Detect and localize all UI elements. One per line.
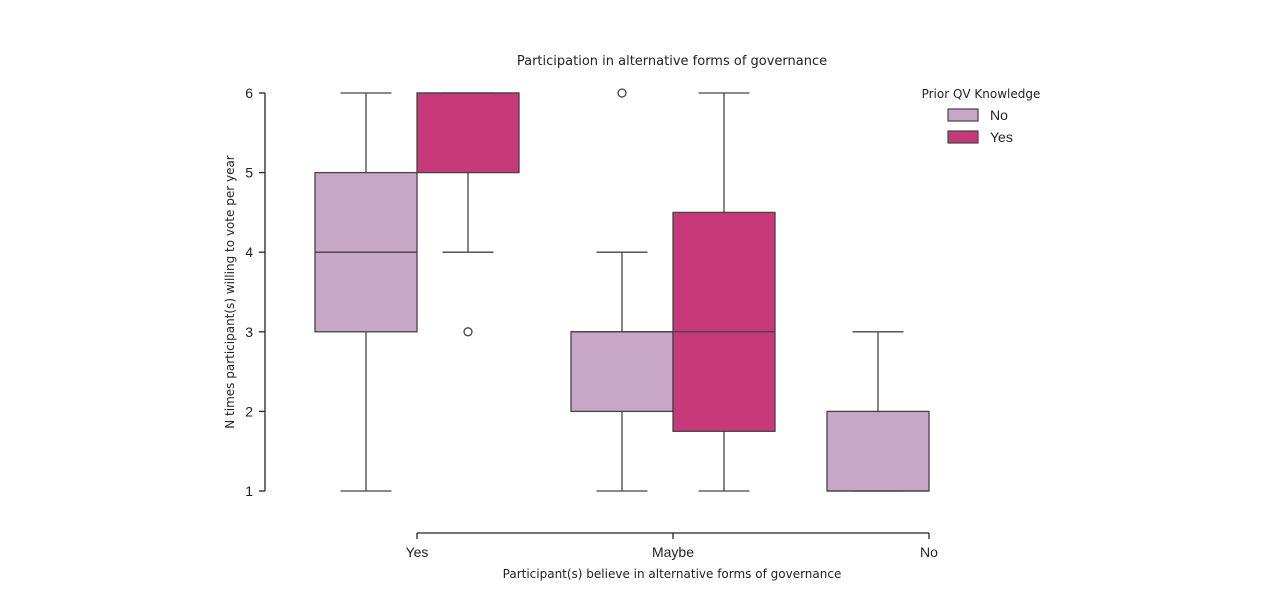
box-yes-maybe <box>672 92 776 492</box>
outlier-point <box>463 327 473 337</box>
y-tick-label: 5 <box>245 165 253 181</box>
x-axis: Yes Maybe No <box>406 532 938 560</box>
legend-label-no: No <box>990 107 1008 123</box>
x-tick-label: No <box>920 544 938 560</box>
box-no-no <box>826 331 930 492</box>
box-body <box>672 211 776 432</box>
box-no-yes <box>314 92 418 492</box>
chart-title: Participation in alternative forms of go… <box>517 54 827 69</box>
legend: Prior QV Knowledge No Yes <box>922 87 1041 145</box>
box-body <box>570 331 674 413</box>
x-axis-label: Participant(s) believe in alternative fo… <box>503 567 842 581</box>
box-no-maybe <box>570 88 674 492</box>
y-axis: 1 2 3 4 5 6 <box>245 85 266 499</box>
y-axis-label: N times participant(s) willing to vote p… <box>223 155 237 429</box>
box-body <box>416 92 520 174</box>
x-tick-label: Maybe <box>652 544 694 560</box>
outlier-point <box>617 88 627 98</box>
y-tick-label: 3 <box>245 324 253 340</box>
legend-title: Prior QV Knowledge <box>922 87 1041 101</box>
y-tick-label: 2 <box>245 403 253 419</box>
box-yes-yes <box>416 92 520 337</box>
legend-swatch-yes <box>947 130 979 144</box>
x-tick-label: Yes <box>406 544 429 560</box>
y-tick-label: 1 <box>245 483 253 499</box>
legend-swatch-no <box>947 108 979 122</box>
y-tick-label: 6 <box>245 85 253 101</box>
y-tick-label: 4 <box>245 244 253 260</box>
box-body <box>826 410 930 492</box>
legend-label-yes: Yes <box>990 129 1013 145</box>
box-plot-area <box>314 88 930 492</box>
